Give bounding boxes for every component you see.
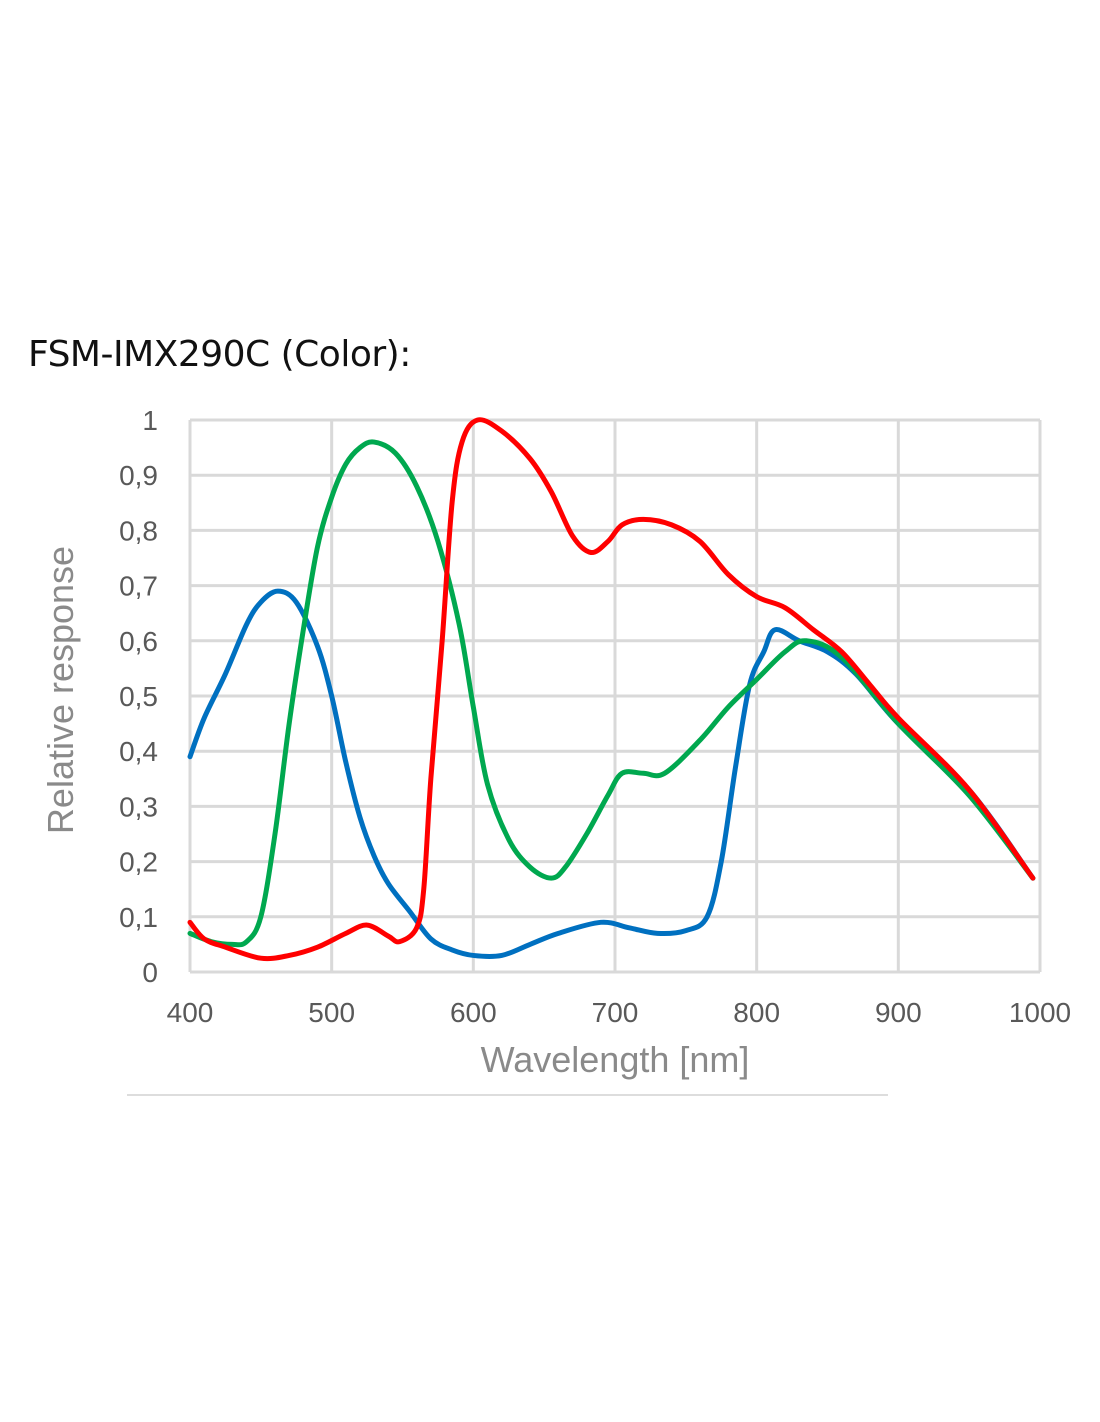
x-tick-label: 500 (308, 997, 355, 1028)
x-tick-label: 600 (450, 997, 497, 1028)
y-tick-label: 1 (142, 405, 158, 436)
chart-title: FSM-IMX290C (Color): (28, 334, 411, 375)
y-tick-label: 0 (142, 957, 158, 988)
series-line-green (187, 439, 1036, 948)
divider (127, 1094, 888, 1096)
x-tick-label: 400 (167, 997, 214, 1028)
x-tick-label: 800 (733, 997, 780, 1028)
y-tick-label: 0,1 (119, 902, 158, 933)
grid (188, 418, 1042, 974)
y-tick-label: 0,7 (119, 571, 158, 602)
y-tick-label: 0,9 (119, 460, 158, 491)
series-line-red (187, 417, 1036, 962)
series-lines (187, 417, 1036, 962)
x-axis-label: Wavelength [nm] (481, 1039, 750, 1080)
y-axis-label: Relative response (40, 546, 81, 834)
y-tick-label: 0,5 (119, 681, 158, 712)
x-tick-labels: 400 500 600 700 800 900 1000 (167, 997, 1072, 1028)
y-tick-label: 0,3 (119, 791, 158, 822)
y-tick-label: 0,8 (119, 515, 158, 546)
y-tick-label: 0,4 (119, 736, 158, 767)
x-tick-label: 900 (875, 997, 922, 1028)
x-tick-label: 700 (592, 997, 639, 1028)
y-tick-labels: 0 0,1 0,2 0,3 0,4 0,5 0,6 0,7 0,8 0,9 1 (119, 405, 158, 988)
y-tick-label: 0,2 (119, 847, 158, 878)
x-tick-label: 1000 (1009, 997, 1071, 1028)
y-tick-label: 0,6 (119, 626, 158, 657)
series-line-blue (187, 588, 1036, 959)
